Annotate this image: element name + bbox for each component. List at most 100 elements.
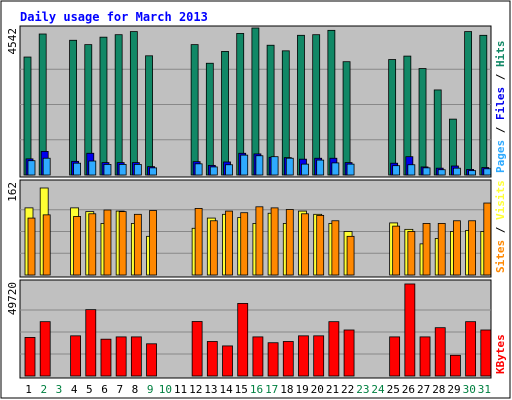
hits-bar: [418, 68, 427, 176]
pages-bar: [225, 164, 233, 176]
pages-bar: [392, 165, 401, 176]
legend-separator: /: [494, 220, 507, 240]
series-legend: Sites / Visits: [494, 180, 507, 273]
legend-entry: Visits: [494, 180, 507, 220]
day-label: 28: [432, 383, 445, 396]
kbytes-bar: [237, 303, 249, 377]
day-label: 26: [402, 383, 415, 396]
pages-bar: [27, 160, 36, 176]
pages-bar: [422, 167, 431, 176]
y-max-label: 4542: [6, 28, 19, 55]
kbytes-bar: [130, 336, 142, 377]
hits-bar: [464, 31, 473, 176]
legend-entry: Hits: [494, 41, 507, 68]
pages-bar: [149, 167, 157, 176]
day-label: 9: [147, 383, 154, 396]
sites-bar: [453, 220, 461, 276]
sites-bar: [118, 211, 127, 276]
day-label: 22: [341, 383, 354, 396]
pages-bar: [316, 159, 325, 176]
kbytes-bar: [434, 327, 446, 377]
panel-1: 4542 Pages / Files / Hits: [6, 25, 507, 178]
kbytes-bar: [450, 354, 461, 377]
hits-bar: [297, 34, 305, 176]
kbytes-bar: [70, 335, 81, 377]
day-label: 7: [116, 383, 123, 396]
day-label: 2: [40, 383, 47, 396]
sites-bar: [255, 206, 264, 276]
sites-bar: [270, 207, 279, 276]
day-label: 8: [132, 383, 139, 396]
kbytes-bar: [267, 342, 279, 377]
hits-bar: [114, 34, 123, 176]
pages-bar: [194, 163, 203, 176]
kbytes-bar: [298, 335, 309, 377]
hits-bar: [251, 27, 260, 176]
legend-entry: Pages: [494, 140, 507, 173]
day-label: 11: [174, 383, 187, 396]
kbytes-bar: [465, 321, 477, 377]
y-max-label: 49720: [6, 282, 19, 315]
pages-bar: [255, 155, 264, 176]
day-label: 15: [235, 383, 248, 396]
hits-bar: [99, 36, 108, 176]
pages-bar: [437, 169, 446, 176]
sites-bar: [240, 212, 249, 276]
day-label: 27: [417, 383, 430, 396]
kbytes-bar: [328, 321, 340, 377]
day-label: 23: [356, 383, 369, 396]
sites-bar: [27, 217, 36, 276]
series-legend: Pages / Files / Hits: [494, 41, 507, 174]
day-label: 20: [311, 383, 324, 396]
day-label: 31: [478, 383, 491, 396]
sites-bar: [301, 213, 309, 276]
day-label: 3: [56, 383, 63, 396]
pages-bar: [240, 154, 249, 176]
hits-bar: [342, 61, 351, 176]
kbytes-bar: [39, 321, 51, 377]
sites-bar: [209, 220, 218, 276]
day-label: 12: [189, 383, 202, 396]
hits-bar: [479, 34, 488, 176]
day-label: 6: [101, 383, 108, 396]
day-label: 1: [25, 383, 32, 396]
day-label: 10: [159, 383, 172, 396]
pages-bar: [270, 156, 279, 176]
pages-bar: [453, 167, 461, 176]
sites-bar: [42, 214, 51, 276]
kbytes-bar: [191, 321, 203, 377]
kbytes-bar: [389, 336, 401, 377]
legend-separator: /: [494, 67, 507, 87]
sites-bar: [346, 235, 355, 276]
hits-bar: [69, 39, 77, 176]
series-legend: KBytes: [494, 334, 507, 374]
panel-2: 162 Sites / Visits: [6, 179, 507, 278]
sites-bar: [149, 210, 157, 276]
day-label: 18: [280, 383, 293, 396]
kbytes-bar: [282, 341, 294, 377]
kbytes-bar: [206, 341, 218, 377]
kbytes-bar: [252, 336, 264, 377]
pages-bar: [468, 170, 477, 176]
pages-bar: [209, 166, 218, 176]
kbytes-bar: [419, 336, 431, 377]
hits-bar: [266, 44, 275, 176]
sites-bar: [316, 214, 325, 276]
day-label: 5: [86, 383, 93, 396]
sites-bar: [331, 220, 340, 276]
day-label: 4: [71, 383, 78, 396]
sites-bar: [468, 220, 477, 276]
pages-bar: [301, 163, 309, 176]
sites-bar: [73, 216, 81, 276]
pages-bar: [483, 168, 492, 176]
legend-separator: /: [494, 120, 507, 140]
pages-bar: [88, 160, 97, 176]
sites-bar: [437, 223, 446, 276]
kbytes-bar: [100, 338, 112, 377]
y-max-label: 162: [6, 182, 19, 202]
pages-bar: [118, 164, 127, 176]
hits-bar: [388, 59, 397, 176]
kbytes-bar: [480, 329, 492, 377]
panel-3: 49720 KBytes: [6, 279, 507, 379]
legend-entry: Sites: [494, 240, 507, 273]
